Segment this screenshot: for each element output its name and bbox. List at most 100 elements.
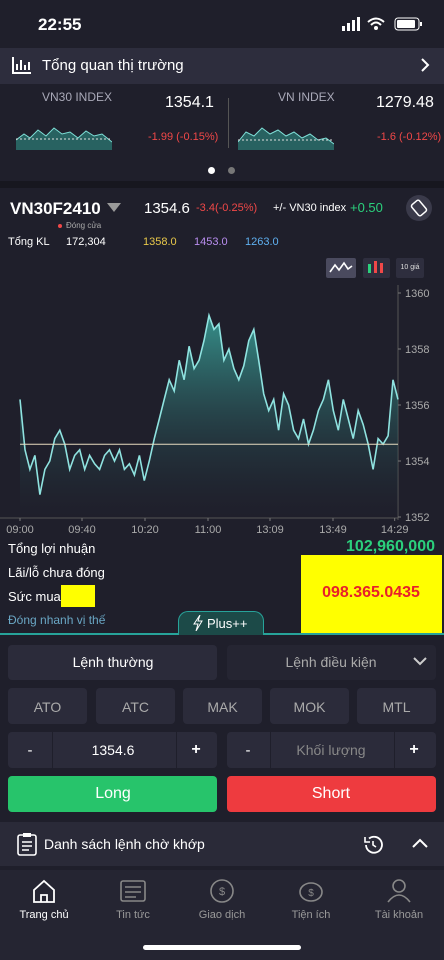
tab-normal[interactable] bbox=[8, 645, 217, 680]
chevron-down bbox=[413, 657, 427, 666]
page-dot[interactable] bbox=[228, 167, 235, 174]
page-dot[interactable] bbox=[208, 167, 215, 174]
x-tick-label: 13:09 bbox=[256, 524, 284, 536]
long-label[interactable]: Long bbox=[95, 785, 131, 802]
tab-label[interactable]: Lệnh thường bbox=[72, 654, 154, 670]
floor-price: 1263.0 bbox=[245, 236, 279, 248]
total-profit-label: Tổng lợi nhuận bbox=[8, 541, 96, 556]
quick-close[interactable]: Đóng nhanh vị thế bbox=[8, 613, 106, 627]
chevron-up[interactable] bbox=[412, 838, 428, 848]
redaction bbox=[61, 585, 95, 607]
minus-button[interactable]: - bbox=[245, 742, 251, 759]
volume-value: 172,304 bbox=[66, 236, 106, 248]
order-type-label[interactable]: MOK bbox=[293, 699, 326, 715]
home-indicator bbox=[143, 945, 301, 950]
overview-icon bbox=[12, 57, 31, 74]
chevron-right bbox=[421, 58, 430, 72]
contract-price: 1354.6 bbox=[144, 200, 190, 217]
separator bbox=[270, 732, 271, 768]
ceiling-price: 1453.0 bbox=[194, 236, 228, 248]
clipboard-icon bbox=[17, 833, 37, 856]
note-box bbox=[301, 555, 442, 633]
separator bbox=[394, 732, 395, 768]
index-change: -1.6 (-0.12%) bbox=[377, 131, 442, 143]
x-tick-label: 11:00 bbox=[195, 524, 222, 536]
plus-label[interactable]: Plus++ bbox=[207, 616, 248, 631]
y-tick-label: 1360 bbox=[405, 288, 429, 300]
y-tick-label: 1354 bbox=[405, 456, 429, 468]
nav-label[interactable]: Trang chủ bbox=[19, 909, 69, 921]
nav-label[interactable]: Tài khoản bbox=[374, 909, 424, 921]
separator bbox=[176, 732, 177, 768]
order-type-button[interactable] bbox=[96, 688, 175, 724]
unrealized-label: Lãi/lỗ chưa đóng bbox=[8, 565, 105, 580]
dropdown-arrow[interactable] bbox=[107, 203, 121, 212]
tab-conditional[interactable] bbox=[227, 645, 436, 680]
short-label[interactable]: Short bbox=[311, 785, 351, 802]
index-name: VN INDEX bbox=[278, 90, 335, 104]
quantity-input[interactable] bbox=[227, 732, 436, 768]
x-tick-label: 09:40 bbox=[68, 524, 96, 536]
price-area bbox=[20, 315, 398, 517]
chart-buttons[interactable] bbox=[326, 258, 426, 278]
x-tick-label: 13:49 bbox=[319, 524, 347, 536]
status-icons bbox=[342, 17, 422, 31]
y-tick-label: 1356 bbox=[405, 400, 429, 412]
index-value: 1279.48 bbox=[376, 94, 434, 111]
price-chart: 1352 1354 1356 1358 1360 09:00 09:40 10:20 11:00… bbox=[0, 285, 429, 536]
y-tick-label: 1352 bbox=[405, 512, 429, 524]
index-sparkline bbox=[238, 127, 334, 150]
quantity-placeholder[interactable]: Khối lượng bbox=[296, 742, 366, 758]
basis-label: +/- VN30 index bbox=[273, 202, 347, 214]
nav-icons: $ $ bbox=[33, 879, 411, 903]
order-type-label[interactable]: MTL bbox=[382, 699, 411, 715]
x-tick-label: 10:20 bbox=[131, 524, 159, 536]
nav-label[interactable]: Tiện ích bbox=[291, 909, 331, 921]
buying-power-label: Sức mua bbox=[8, 589, 61, 604]
contract-symbol: VN30F2410 bbox=[10, 199, 101, 218]
order-type-label[interactable]: ATO bbox=[33, 699, 62, 715]
nav-label[interactable]: Tin tức bbox=[116, 909, 150, 921]
nav-label[interactable]: Giao dịch bbox=[198, 909, 246, 921]
volume-label: Tổng KL bbox=[8, 236, 50, 248]
short-button[interactable] bbox=[227, 776, 436, 812]
tab-label[interactable]: Lệnh điều kiện bbox=[285, 654, 377, 670]
long-button[interactable] bbox=[8, 776, 217, 812]
price-input[interactable] bbox=[8, 732, 217, 768]
history-icon[interactable] bbox=[362, 834, 384, 856]
plus-button[interactable]: + bbox=[191, 741, 201, 758]
contract-status: Đóng cửa bbox=[66, 221, 102, 230]
plus-tab[interactable] bbox=[178, 611, 264, 635]
order-type-button[interactable] bbox=[183, 688, 262, 724]
minus-button[interactable]: - bbox=[27, 742, 33, 759]
order-type-button[interactable] bbox=[357, 688, 436, 724]
overview-bar[interactable] bbox=[0, 48, 444, 84]
total-profit: 102,960,000 bbox=[346, 538, 435, 555]
bolt-icon bbox=[193, 615, 203, 631]
order-type-label[interactable]: ATC bbox=[122, 699, 149, 715]
order-type-button[interactable] bbox=[8, 688, 87, 724]
price-value[interactable]: 1354.6 bbox=[91, 742, 135, 758]
price-line bbox=[19, 312, 399, 495]
basis-value: +0.50 bbox=[350, 200, 383, 215]
status-dot bbox=[58, 224, 62, 228]
order-type-button[interactable] bbox=[270, 688, 349, 724]
section-divider bbox=[0, 181, 444, 188]
status-time: 22:55 bbox=[38, 15, 82, 34]
pending-bar[interactable] bbox=[0, 822, 444, 866]
x-tick-label: 14:29 bbox=[381, 524, 409, 536]
depth-button[interactable]: 10 giá bbox=[400, 264, 420, 271]
index-divider bbox=[228, 98, 229, 148]
phone-note: 098.365.0435 bbox=[322, 584, 420, 601]
pending-title: Danh sách lệnh chờ khớp bbox=[44, 836, 205, 852]
rotate-button[interactable] bbox=[405, 194, 433, 222]
index-sparkline bbox=[16, 127, 112, 150]
order-type-label[interactable]: MAK bbox=[207, 699, 238, 715]
overview-title: Tổng quan thị trường bbox=[42, 57, 184, 74]
reference-price: 1358.0 bbox=[143, 236, 177, 248]
separator bbox=[52, 732, 53, 768]
plus-button[interactable]: + bbox=[409, 741, 419, 758]
contract-change: -3.4(-0.25%) bbox=[196, 202, 258, 214]
index-name: VN30 INDEX bbox=[42, 90, 113, 104]
